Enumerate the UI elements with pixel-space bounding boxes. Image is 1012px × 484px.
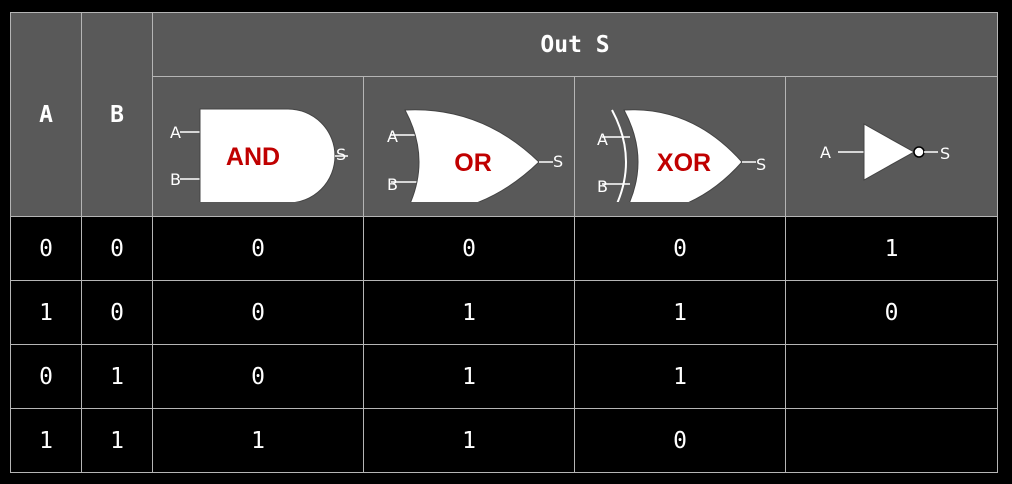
table-row: 0 1 0 1 1 <box>10 344 998 409</box>
cell-or: 0 <box>363 216 575 281</box>
and-pin-a: A <box>170 123 181 142</box>
xor-gate-cell: XOR A B S <box>574 76 786 217</box>
and-pin-s: S <box>336 145 346 164</box>
gate-name-xor: XOR <box>657 149 711 177</box>
cell-or: 1 <box>363 408 575 473</box>
gate-name-and: AND <box>226 143 280 171</box>
cell-not <box>785 408 998 473</box>
cell-a: 1 <box>10 408 82 473</box>
cell-b: 0 <box>81 216 153 281</box>
not-pin-s: S <box>940 144 950 163</box>
cell-or: 1 <box>363 344 575 409</box>
cell-xor: 1 <box>574 280 786 345</box>
or-gate-cell: OR A B S <box>363 76 575 217</box>
cell-not: 0 <box>785 280 998 345</box>
and-pin-b: B <box>170 170 181 189</box>
cell-and: 0 <box>152 344 364 409</box>
not-pin-a: A <box>820 143 831 162</box>
not-gate-cell: A S <box>785 76 998 217</box>
or-pin-s: S <box>553 152 563 171</box>
and-gate-cell: AND A B S <box>152 76 364 217</box>
table-row: 0 0 0 0 0 1 <box>10 216 998 281</box>
table-row: 1 1 1 1 0 <box>10 408 998 473</box>
or-gate-icon: OR A B S <box>387 108 563 202</box>
cell-and: 0 <box>152 216 364 281</box>
or-pin-b: B <box>387 175 398 194</box>
xor-pin-s: S <box>756 155 766 174</box>
cell-xor: 1 <box>574 344 786 409</box>
cell-not: 1 <box>785 216 998 281</box>
cell-not <box>785 344 998 409</box>
header-out-s: Out S <box>152 12 998 77</box>
and-gate-icon: AND A B S <box>170 108 348 202</box>
cell-b: 1 <box>81 344 153 409</box>
header-a: A <box>10 12 82 217</box>
cell-or: 1 <box>363 280 575 345</box>
xor-gate-icon: XOR A B S <box>597 108 766 202</box>
cell-a: 1 <box>10 280 82 345</box>
cell-xor: 0 <box>574 408 786 473</box>
cell-xor: 0 <box>574 216 786 281</box>
table-row: 1 0 0 1 1 0 <box>10 280 998 345</box>
cell-and: 1 <box>152 408 364 473</box>
xor-pin-b: B <box>597 177 608 196</box>
cell-and: 0 <box>152 280 364 345</box>
cell-a: 0 <box>10 216 82 281</box>
truth-table: A B Out S AND A B S OR <box>10 12 998 473</box>
or-pin-a: A <box>387 127 398 146</box>
xor-pin-a: A <box>597 130 608 149</box>
header-b: B <box>81 12 153 217</box>
gate-name-or: OR <box>454 149 492 177</box>
cell-a: 0 <box>10 344 82 409</box>
not-gate-icon: A S <box>820 122 950 181</box>
cell-b: 1 <box>81 408 153 473</box>
cell-b: 0 <box>81 280 153 345</box>
